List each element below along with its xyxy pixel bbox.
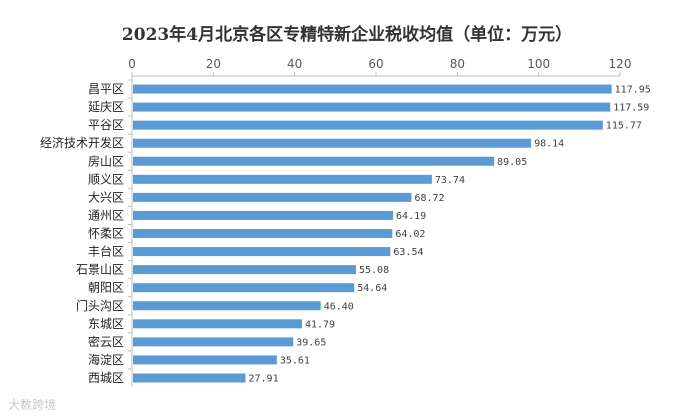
bar (133, 192, 412, 202)
category-label: 丰台区 (88, 244, 124, 259)
x-tick-label: 20 (206, 57, 221, 71)
category-label: 东城区 (88, 317, 124, 331)
data-label: 64.19 (396, 211, 426, 222)
category-label: 门头沟区 (76, 298, 124, 313)
data-label: 89.05 (497, 157, 527, 168)
category-label: 延庆区 (88, 100, 124, 114)
x-tick-label: 0 (128, 57, 136, 71)
data-label: 35.61 (280, 355, 310, 366)
bar (133, 283, 355, 293)
bars (133, 84, 612, 383)
data-label: 73.74 (435, 175, 465, 186)
category-label: 海淀区 (88, 352, 124, 367)
data-label: 39.65 (296, 337, 326, 348)
category-label: 房山区 (88, 153, 124, 168)
data-label: 46.40 (324, 301, 354, 312)
category-label: 昌平区 (88, 82, 124, 96)
category-label: 朝阳区 (88, 281, 124, 295)
data-label: 98.14 (534, 139, 564, 150)
bar (133, 229, 393, 239)
data-label: 27.91 (249, 373, 279, 384)
category-label: 平谷区 (88, 118, 124, 132)
bar (133, 120, 603, 130)
category-label: 怀柔区 (88, 227, 124, 241)
x-tick-label: 40 (287, 57, 302, 71)
data-label: 41.79 (305, 319, 335, 330)
category-label: 顺义区 (88, 172, 124, 186)
bar (133, 373, 246, 383)
chart-title: 2023年4月北京各区专精特新企业税收均值（单位：万元） (122, 24, 572, 45)
bar (133, 210, 394, 220)
x-tick-label: 80 (450, 57, 465, 71)
bar (133, 247, 391, 257)
data-label: 117.95 (615, 85, 651, 96)
watermark-text: 大数跨境 (8, 398, 57, 412)
bar (133, 174, 432, 184)
data-labels: 117.95 117.59 115.77 98.14 89.05 73.74 68.72 64… (249, 85, 651, 385)
bar (133, 319, 302, 329)
bar (133, 138, 532, 148)
bar (133, 301, 321, 311)
category-label: 石景山区 (76, 263, 124, 277)
category-label: 西城区 (88, 371, 124, 385)
data-label: 115.77 (606, 121, 642, 132)
data-label: 55.08 (359, 265, 389, 276)
data-label: 63.54 (393, 247, 423, 258)
x-axis: 0 20 40 60 80 100 120 (128, 57, 632, 388)
bar (133, 84, 612, 94)
category-label: 通州区 (88, 208, 124, 222)
category-axis: 昌平区延庆区平谷区经济技术开发区房山区顺义区大兴区通州区怀柔区丰台区石景山区朝阳… (40, 79, 132, 385)
x-tick-label: 100 (527, 57, 550, 71)
category-label: 经济技术开发区 (40, 135, 124, 150)
x-tick-label: 120 (609, 57, 632, 71)
category-label: 密云区 (88, 334, 124, 349)
bar (133, 355, 277, 365)
data-label: 64.02 (395, 229, 425, 240)
data-label: 54.64 (357, 283, 387, 294)
bar (133, 156, 495, 166)
x-tick-label: 60 (368, 57, 383, 71)
data-label: 68.72 (414, 193, 444, 204)
category-label: 大兴区 (88, 190, 124, 204)
bar (133, 265, 356, 275)
bar (133, 102, 611, 112)
data-label: 117.59 (613, 103, 649, 114)
bar (133, 337, 294, 347)
